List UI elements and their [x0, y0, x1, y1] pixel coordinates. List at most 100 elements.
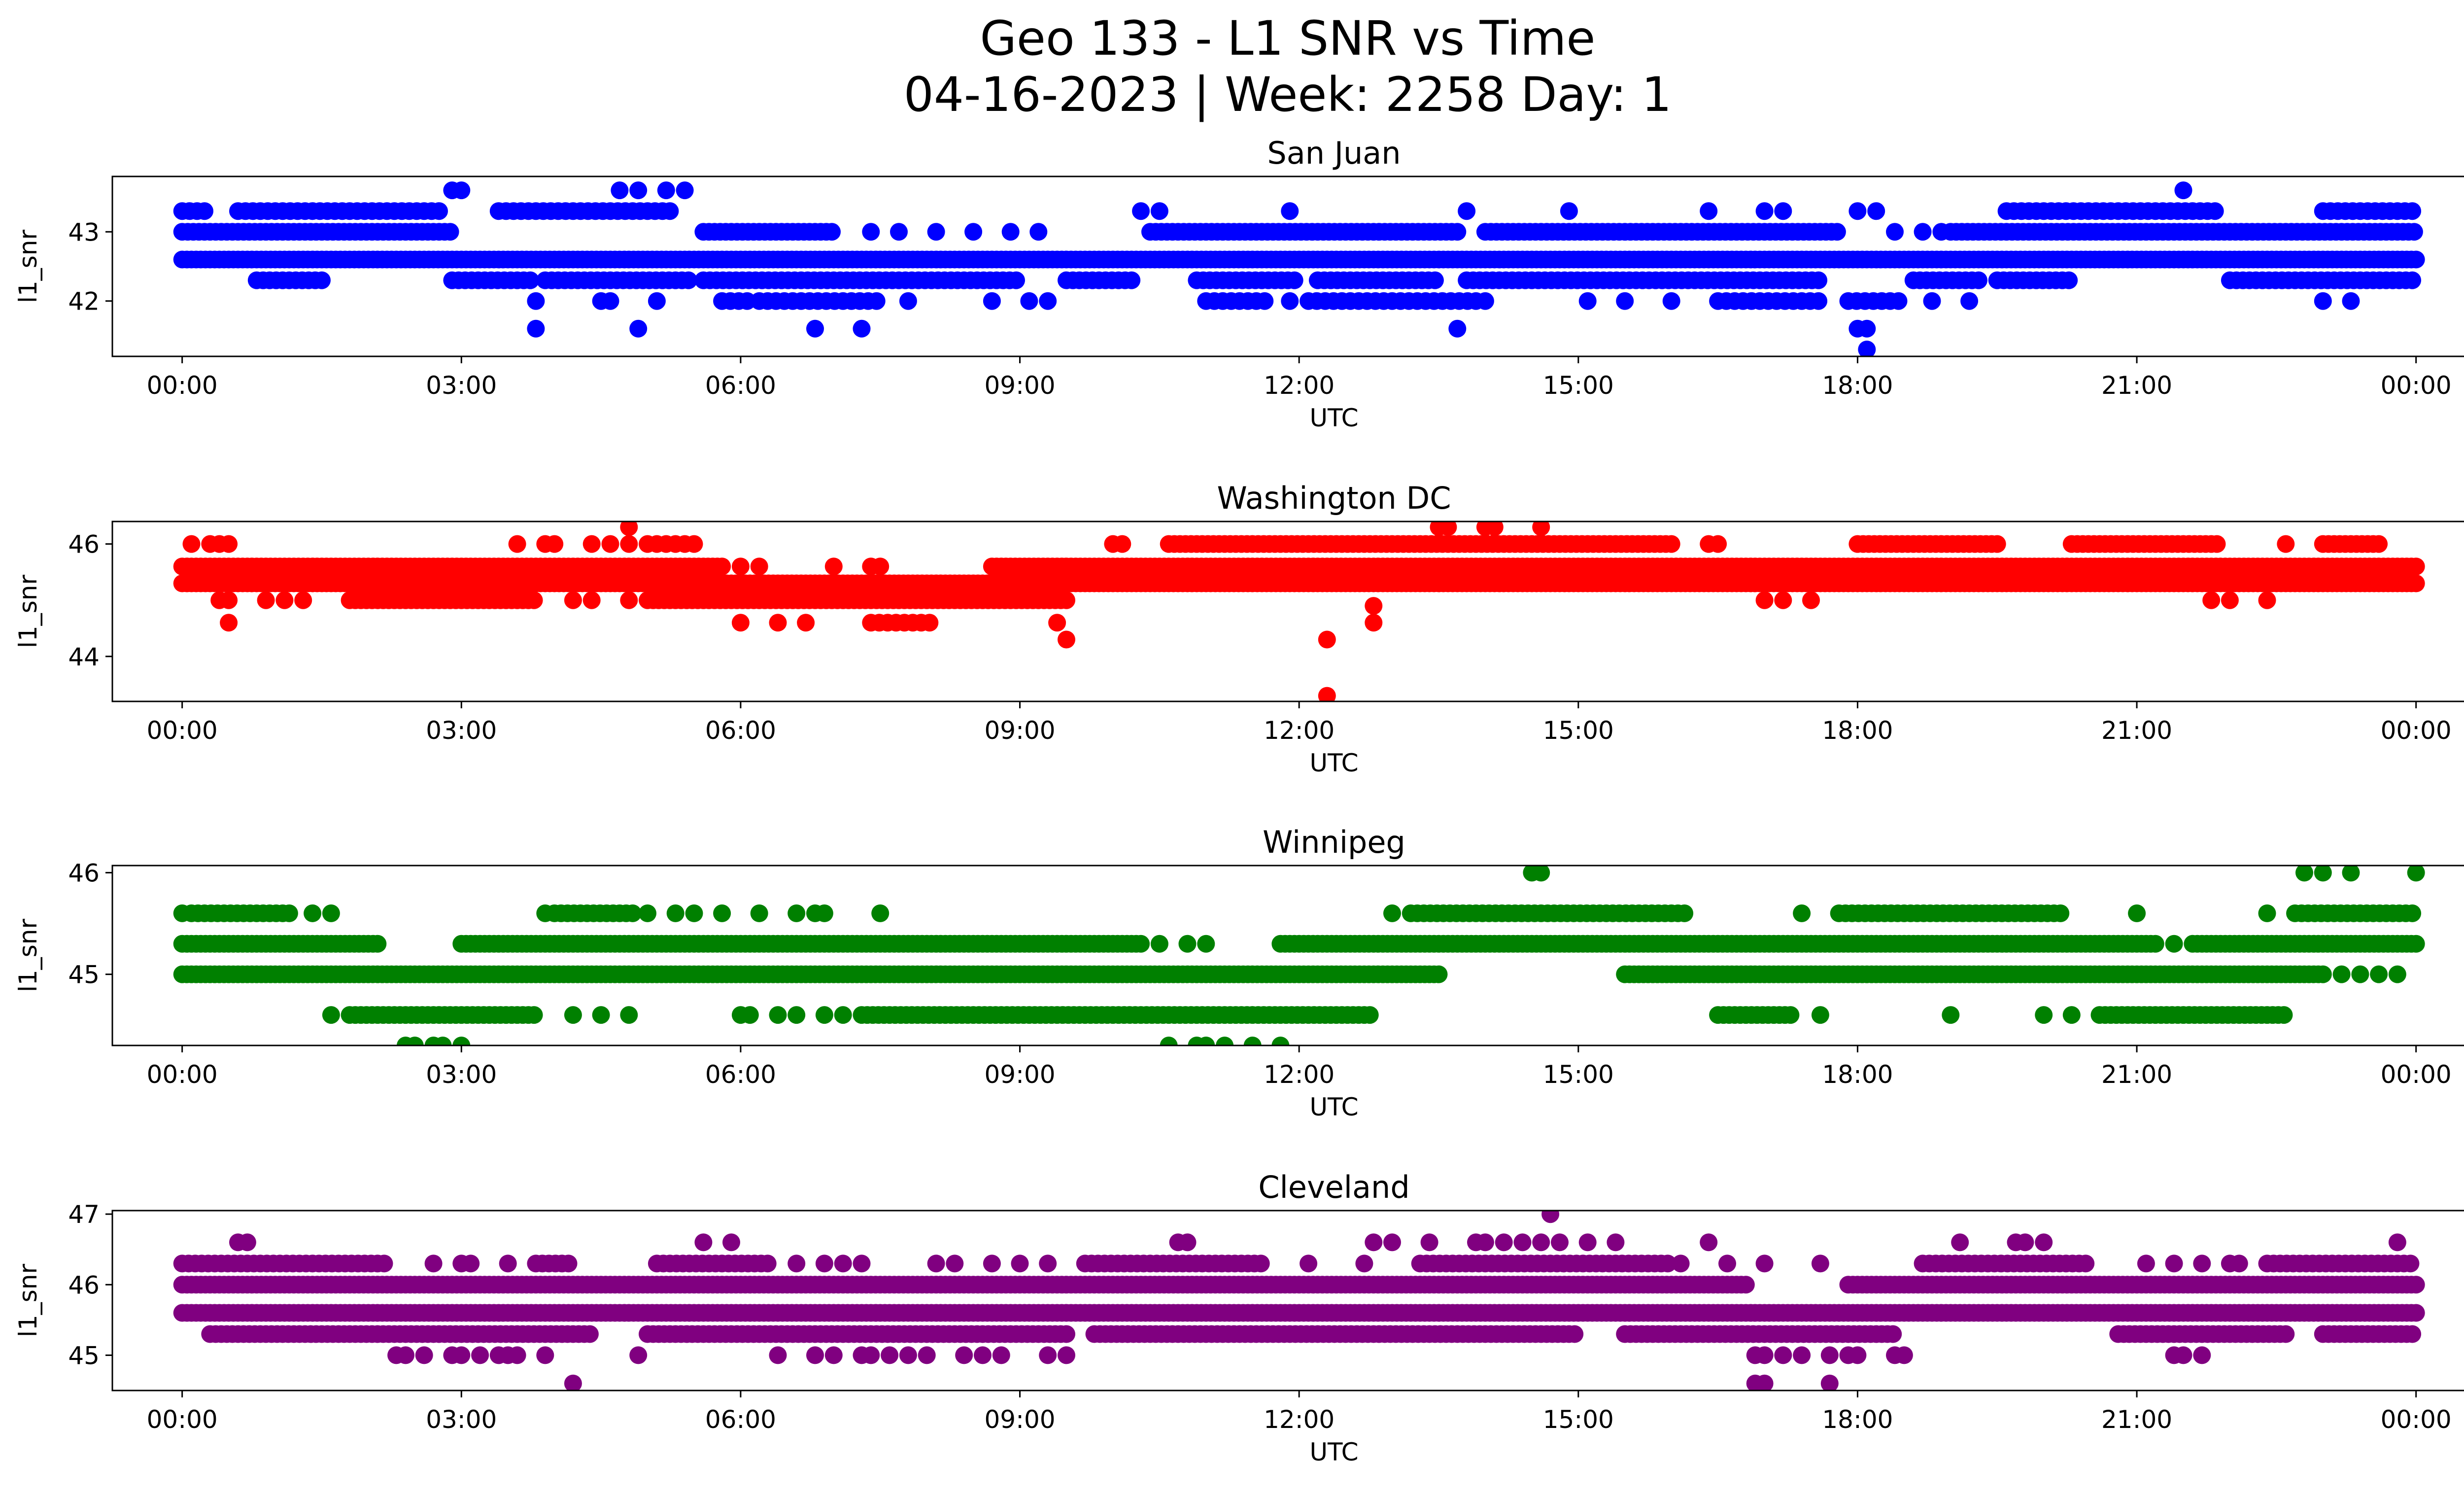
data-point [1988, 535, 2006, 553]
data-point [750, 557, 768, 576]
data-point [1197, 1037, 1215, 1045]
data-point [322, 904, 340, 922]
data-point [564, 1006, 582, 1024]
subplot-title: Cleveland [1258, 1169, 1409, 1205]
data-point [1365, 614, 1383, 632]
x-tick-label: 18:00 [1822, 716, 1893, 745]
data-point [2295, 866, 2313, 882]
data-point [797, 614, 815, 632]
data-point [921, 614, 939, 632]
data-point [601, 535, 619, 553]
data-point [629, 319, 648, 338]
x-tick-label: 15:00 [1543, 716, 1614, 745]
x-axis-label: UTC [1309, 749, 1358, 777]
data-point [2370, 535, 2388, 553]
x-tick-label: 00:00 [147, 716, 218, 745]
data-point [1755, 591, 1774, 609]
data-point [1178, 935, 1197, 953]
data-point [430, 202, 448, 220]
data-point [1737, 1276, 1755, 1294]
data-point [1942, 1006, 1960, 1024]
data-point [815, 1006, 833, 1024]
axes-frame [111, 521, 2464, 702]
data-point [182, 535, 201, 553]
x-tick-label: 00:00 [2381, 1060, 2452, 1089]
data-point [1889, 292, 1908, 310]
data-point [685, 535, 703, 553]
data-point [304, 904, 322, 922]
data-point [1458, 202, 1476, 220]
data-point [2062, 1006, 2081, 1024]
data-point [1700, 202, 1718, 220]
axes-frame [111, 865, 2464, 1046]
data-point [2275, 1006, 2293, 1024]
data-point [2388, 965, 2406, 983]
x-axis-label: UTC [1309, 404, 1358, 432]
data-point [1448, 319, 1467, 338]
data-point [2407, 574, 2425, 592]
data-point [1058, 1325, 1075, 1343]
data-point [2035, 1006, 2053, 1024]
data-point [564, 591, 582, 609]
data-point [275, 591, 294, 609]
data-point [173, 904, 191, 922]
data-point [196, 202, 213, 220]
data-point [280, 904, 298, 922]
data-point [1476, 292, 1494, 310]
data-point [867, 292, 886, 310]
data-point [581, 1325, 599, 1343]
data-point [731, 557, 750, 576]
data-point [1281, 202, 1299, 220]
data-point [1616, 292, 1634, 310]
data-point [806, 319, 824, 338]
data-point [1848, 202, 1867, 220]
data-point [601, 292, 619, 310]
data-point [1150, 935, 1168, 953]
data-point [1810, 292, 1828, 310]
data-point [220, 535, 238, 553]
figure-title: Geo 133 - L1 SNR vs Time [980, 11, 1596, 66]
data-point [1884, 1325, 1902, 1343]
data-point [2202, 591, 2221, 609]
y-tick-label: 46 [68, 530, 100, 559]
data-point [2208, 535, 2226, 553]
data-point [1676, 904, 1694, 922]
data-points [173, 522, 2425, 701]
data-point [1361, 1006, 1379, 1024]
data-point [623, 904, 642, 922]
data-point [731, 614, 750, 632]
data-point [1448, 223, 1467, 241]
data-point [1271, 1037, 1290, 1045]
x-tick-label: 06:00 [705, 371, 776, 400]
subplot-title: Washington DC [1217, 480, 1451, 516]
data-point [1532, 522, 1550, 536]
y-tick-label: 42 [68, 287, 100, 316]
data-point [1020, 292, 1038, 310]
data-point [525, 1006, 543, 1024]
data-point [257, 591, 275, 609]
data-points [173, 181, 2425, 356]
data-point [1709, 535, 1727, 553]
data-point [2258, 904, 2276, 922]
data-point [2052, 904, 2070, 922]
data-point [1774, 202, 1792, 220]
x-tick-label: 21:00 [2101, 371, 2172, 400]
data-point [2206, 202, 2224, 220]
data-point [871, 557, 890, 576]
data-point [2128, 904, 2146, 922]
data-point [2403, 271, 2422, 289]
data-point [2403, 904, 2422, 922]
data-point [1160, 1037, 1178, 1045]
x-tick-label: 06:00 [705, 1060, 776, 1089]
data-point [527, 292, 545, 310]
data-point [521, 271, 540, 289]
x-tick-label: 21:00 [2101, 1060, 2172, 1089]
data-point [983, 292, 1001, 310]
data-point [1932, 223, 1951, 241]
data-point [1439, 522, 1457, 536]
data-point [1123, 271, 1141, 289]
data-point [676, 181, 694, 200]
y-tick-label: 44 [68, 643, 100, 671]
